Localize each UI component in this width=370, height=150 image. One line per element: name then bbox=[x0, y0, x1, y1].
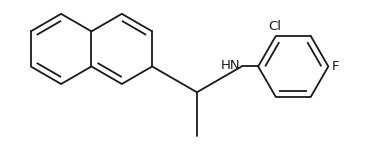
Text: Cl: Cl bbox=[268, 20, 281, 33]
Text: F: F bbox=[332, 60, 339, 73]
Text: HN: HN bbox=[221, 59, 240, 72]
